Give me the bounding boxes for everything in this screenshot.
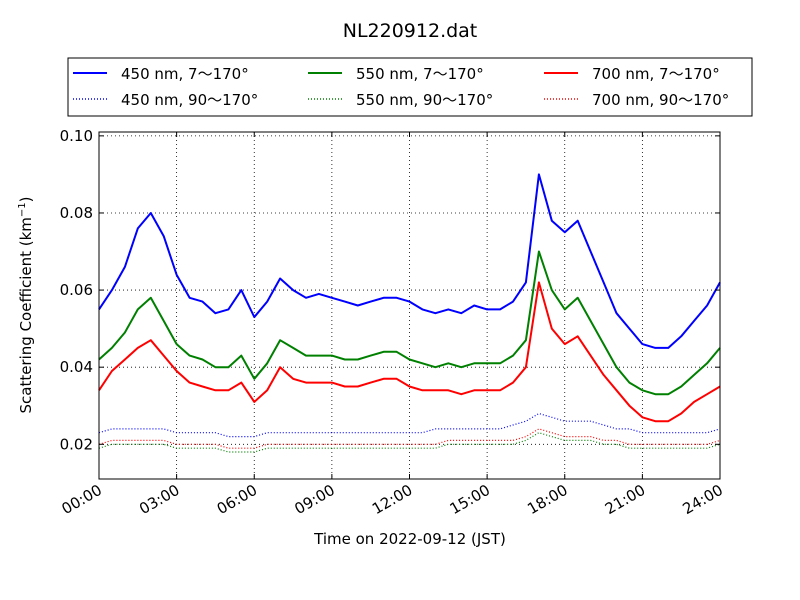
y-axis-label-exponent: −1 <box>17 202 28 217</box>
series-line <box>98 412 721 438</box>
x-tick-label: 24:00 <box>680 481 726 518</box>
legend-label: 550 nm, 7～170° <box>356 65 484 83</box>
series-line <box>98 428 721 449</box>
x-tick-label: 06:00 <box>214 481 260 518</box>
legend-label: 700 nm, 90～170° <box>592 91 729 109</box>
legend-label: 450 nm, 90～170° <box>121 91 258 109</box>
x-tick-label: 21:00 <box>602 481 648 518</box>
y-axis: 0.02 0.04 0.06 0.08 0.10 <box>60 127 720 453</box>
series-line <box>98 173 721 349</box>
legend-label: 550 nm, 90～170° <box>356 91 493 109</box>
x-tick-label: 00:00 <box>59 481 105 518</box>
grid <box>99 132 720 479</box>
x-tick-label: 15:00 <box>447 481 493 518</box>
x-axis-label: Time on 2022-09-12 (JST) <box>313 530 506 548</box>
series-line <box>98 432 721 453</box>
y-axis-label-main: Scattering Coefficient (km <box>17 217 35 413</box>
series-group <box>98 173 721 453</box>
x-tick-label: 03:00 <box>136 481 182 518</box>
legend-box <box>67 57 753 117</box>
x-tick-label: 18:00 <box>524 481 570 518</box>
x-tick-label: 12:00 <box>369 481 415 518</box>
y-tick-label: 0.08 <box>60 204 93 222</box>
legend-label: 700 nm, 7～170° <box>592 65 720 83</box>
legend: 450 nm, 7～170° 550 nm, 7～170° 700 nm, 7～17… <box>67 57 753 117</box>
y-tick-label: 0.02 <box>60 435 93 453</box>
y-tick-label: 0.10 <box>60 127 93 145</box>
series-line <box>98 281 721 423</box>
x-tick-label: 09:00 <box>291 481 337 518</box>
legend-label: 450 nm, 7～170° <box>121 65 249 83</box>
y-axis-label-close: ) <box>17 196 35 202</box>
y-tick-label: 0.06 <box>60 281 93 299</box>
series-line <box>98 250 721 396</box>
y-tick-label: 0.04 <box>60 358 93 376</box>
chart-title: NL220912.dat <box>343 20 478 42</box>
y-axis-label: Scattering Coefficient (km−1) <box>17 196 35 413</box>
